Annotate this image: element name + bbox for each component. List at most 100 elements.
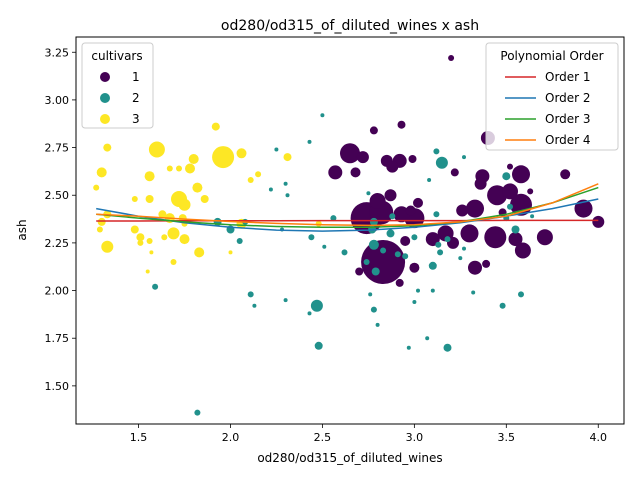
- data-point-cultivar-1: [507, 163, 513, 170]
- data-point-cultivar-2: [386, 229, 395, 238]
- data-point-cultivar-1: [468, 260, 482, 275]
- data-point-cultivar-2: [443, 343, 452, 352]
- data-point-cultivar-2: [433, 148, 440, 155]
- data-point-cultivar-1: [514, 242, 531, 259]
- x-tick-label: 3.5: [498, 431, 516, 444]
- data-point-cultivar-1: [450, 168, 459, 177]
- fit-line-order-3: [96, 186, 599, 229]
- data-point-cultivar-3: [161, 234, 168, 241]
- legend-order-4-label: Order 4: [545, 133, 591, 147]
- data-point-cultivar-1: [448, 55, 455, 61]
- data-point-cultivar-2: [366, 191, 371, 196]
- data-point-cultivar-2: [320, 113, 325, 118]
- y-tick-label: 2.75: [45, 142, 70, 155]
- data-point-cultivar-3: [145, 195, 154, 203]
- data-point-cultivar-3: [131, 196, 138, 202]
- data-point-cultivar-1: [397, 120, 406, 129]
- data-point-cultivar-2: [307, 311, 312, 316]
- data-point-cultivar-1: [400, 236, 411, 246]
- data-point-cultivar-2: [368, 292, 373, 297]
- legend-cultivar-2-marker: [100, 93, 110, 103]
- x-tick-label: 1.5: [130, 431, 148, 444]
- data-point-cultivar-3: [158, 210, 167, 219]
- data-point-cultivar-3: [212, 146, 235, 169]
- data-point-cultivar-1: [340, 143, 360, 164]
- data-point-cultivar-1: [384, 189, 397, 202]
- legend-cultivars-title: cultivars: [91, 49, 142, 63]
- y-tick-label: 1.75: [45, 332, 70, 345]
- data-point-cultivar-1: [409, 262, 420, 273]
- data-point-cultivar-2: [412, 300, 417, 304]
- x-tick-label: 3.0: [406, 431, 424, 444]
- data-point-cultivar-1: [355, 267, 364, 276]
- legend-order-3-label: Order 3: [545, 112, 591, 126]
- data-point-cultivar-2: [283, 298, 288, 303]
- data-point-cultivar-1: [328, 165, 343, 180]
- data-point-cultivar-3: [144, 171, 155, 182]
- data-point-cultivar-3: [101, 240, 114, 253]
- data-point-cultivar-2: [363, 259, 370, 265]
- data-point-cultivar-3: [170, 259, 177, 265]
- legend-cultivar-1-label: 1: [132, 70, 140, 84]
- data-point-cultivar-2: [427, 178, 432, 182]
- data-point-cultivar-1: [395, 278, 404, 287]
- data-point-cultivar-2: [435, 156, 448, 169]
- data-point-cultivar-1: [560, 169, 571, 180]
- data-point-cultivar-3: [148, 141, 165, 158]
- data-point-cultivar-2: [435, 241, 442, 248]
- data-point-cultivar-2: [370, 306, 377, 313]
- data-point-cultivar-2: [437, 249, 444, 256]
- x-tick-label: 2.0: [222, 431, 240, 444]
- data-point-cultivar-2: [428, 261, 437, 270]
- data-point-cultivar-3: [146, 238, 153, 244]
- data-point-cultivar-1: [386, 160, 399, 173]
- x-axis: 1.5 2.0 2.5 3.0 3.5 4.0: [130, 424, 607, 444]
- data-point-cultivar-3: [200, 195, 209, 203]
- data-point-cultivar-3: [145, 269, 150, 274]
- data-point-cultivar-2: [375, 322, 380, 327]
- fit-lines-layer: [96, 183, 599, 232]
- data-point-cultivar-2: [310, 299, 323, 312]
- data-point-cultivar-2: [308, 234, 315, 241]
- data-point-cultivar-3: [185, 163, 195, 174]
- data-point-cultivar-3: [179, 234, 190, 245]
- data-point-cultivar-2: [518, 291, 524, 298]
- legend-polynomial: Polynomial Order Order 1 Order 2 Order 3…: [485, 42, 619, 151]
- data-point-cultivar-2: [371, 267, 380, 276]
- points-layer: [93, 55, 605, 416]
- data-point-cultivar-3: [228, 250, 233, 255]
- legend-cultivar-3-label: 3: [132, 112, 140, 126]
- data-point-cultivar-1: [460, 224, 479, 243]
- data-point-cultivar-2: [406, 345, 411, 350]
- data-point-cultivar-2: [322, 244, 327, 249]
- data-point-cultivar-1: [484, 226, 507, 249]
- data-point-cultivar-2: [511, 225, 520, 234]
- data-point-cultivar-1: [508, 232, 523, 247]
- data-point-cultivar-2: [274, 147, 279, 152]
- data-point-cultivar-2: [471, 290, 476, 295]
- data-point-cultivar-1: [413, 197, 423, 208]
- data-point-cultivar-2: [368, 239, 379, 250]
- y-tick-label: 2.25: [45, 237, 70, 250]
- data-point-cultivar-3: [247, 177, 254, 183]
- y-tick-label: 3.25: [45, 46, 70, 59]
- data-point-cultivar-2: [194, 409, 201, 416]
- data-point-cultivar-2: [268, 187, 273, 192]
- data-point-cultivar-2: [394, 251, 401, 258]
- data-point-cultivar-3: [176, 165, 182, 172]
- data-point-cultivar-3: [283, 153, 292, 162]
- data-point-cultivar-1: [356, 151, 369, 164]
- data-point-cultivar-1: [393, 206, 410, 223]
- data-point-cultivar-2: [236, 238, 243, 244]
- y-tick-label: 3.00: [45, 94, 70, 107]
- data-point-cultivar-3: [255, 171, 262, 178]
- data-point-cultivar-2: [502, 172, 511, 181]
- data-point-cultivar-2: [307, 139, 312, 144]
- legend-cultivar-2-label: 2: [132, 91, 140, 105]
- data-point-cultivar-3: [149, 250, 154, 255]
- legend-order-2-label: Order 2: [545, 91, 591, 105]
- y-tick-label: 2.50: [45, 189, 70, 202]
- data-point-cultivar-1: [456, 204, 469, 217]
- data-point-cultivar-3: [178, 198, 191, 211]
- data-point-cultivar-2: [462, 246, 466, 251]
